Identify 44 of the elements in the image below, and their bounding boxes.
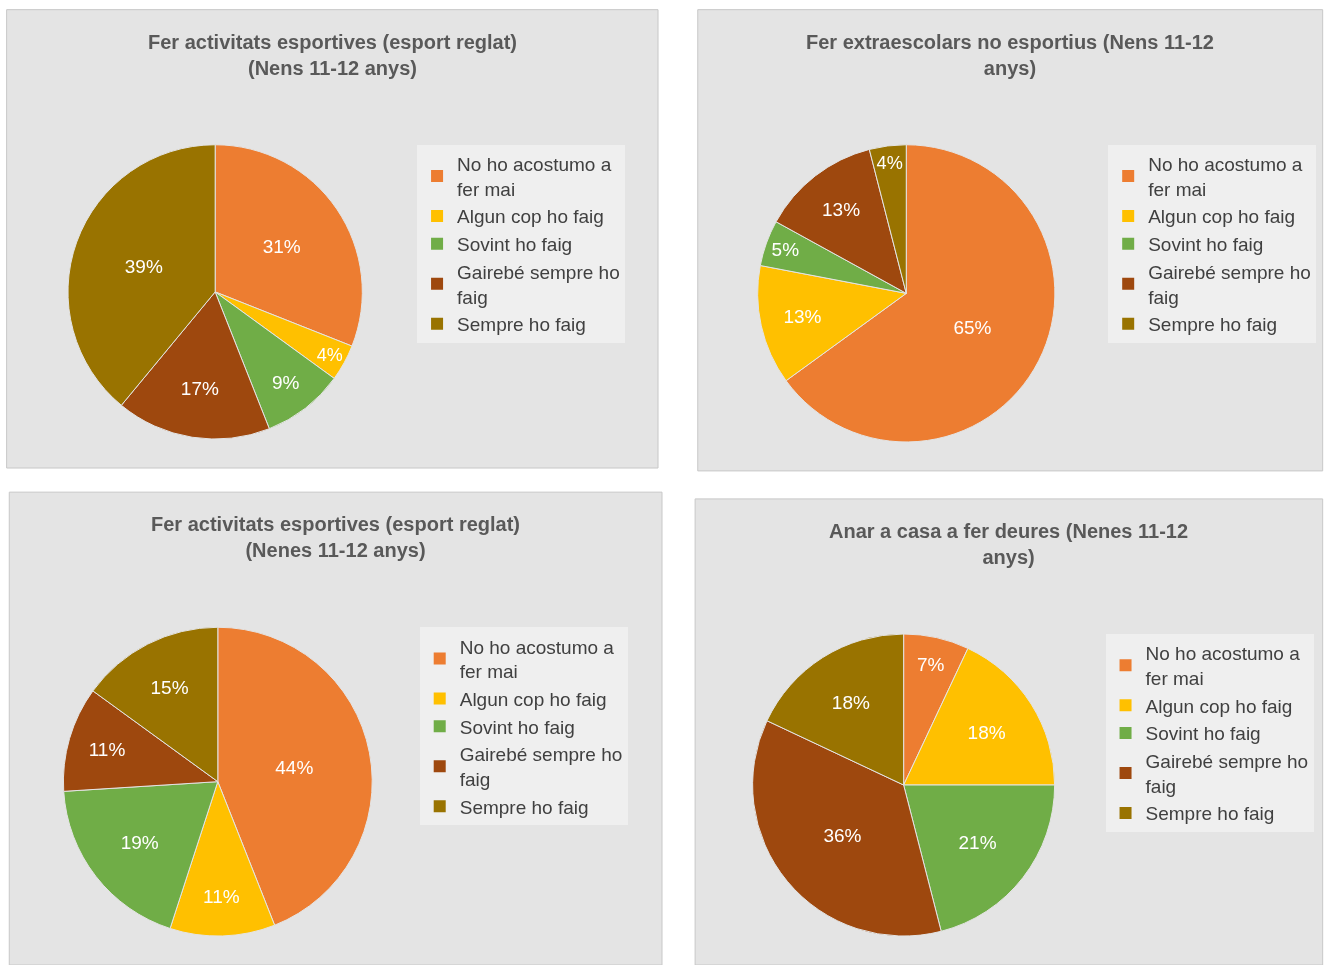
data-label: 18% [831, 691, 871, 713]
legend-label: Sempre ho faig [1145, 803, 1275, 825]
data-label: 19% [120, 831, 159, 853]
chart-title: Fer activitats esportives (esport reglat) (Nens 11-12 anys) [148, 31, 518, 79]
legend-label: Sovint ho faig [459, 716, 575, 738]
chart-title: Anar a casa a fer deures (Nenes 11-12 anys) [829, 520, 1189, 568]
data-label: 15% [150, 676, 189, 698]
data-label: 18% [967, 721, 1006, 743]
data-label: 4% [876, 152, 903, 173]
data-label: 17% [180, 377, 219, 399]
legend-label: Gairebé sempre ho faig [1145, 751, 1309, 797]
data-label: 65% [953, 316, 992, 338]
legend-label: No ho acostumo a fer mai [457, 154, 612, 200]
legend-label: Algun cop ho faig [459, 688, 607, 710]
legend-label: Algun cop ho faig [457, 206, 604, 228]
data-label: 11% [203, 886, 240, 908]
data-label: 36% [823, 825, 862, 847]
legend-label: Sempre ho faig [459, 796, 589, 818]
data-label: 13% [783, 306, 822, 328]
data-label: 7% [916, 653, 945, 675]
data-label: 13% [822, 198, 861, 220]
legend-label: Sovint ho faig [457, 234, 573, 256]
legend-label: Sovint ho faig [1148, 234, 1264, 256]
legend-label: Gairebé sempre ho faig [459, 744, 623, 791]
legend-label: Algun cop ho faig [1145, 695, 1293, 717]
legend-label: Gairebé sempre ho faig [457, 261, 620, 308]
legend-label: No ho acostumo a fer mai [1145, 643, 1301, 689]
chart-title: Fer activitats esportives (esport reglat) (Nenes 11-12 anys) [151, 513, 521, 561]
legend-label: Sempre ho faig [457, 314, 586, 336]
legend-label: Algun cop ho faig [1148, 206, 1296, 228]
data-label: 44% [275, 756, 314, 778]
data-label: 9% [271, 372, 300, 394]
legend-label: No ho acostumo a fer mai [459, 636, 615, 683]
legend-label: No ho acostumo a fer mai [1148, 154, 1303, 200]
data-label: 21% [958, 831, 997, 853]
legend-label: Gairebé sempre ho faig [1148, 261, 1311, 308]
data-label: 39% [124, 255, 163, 277]
data-label: 4% [316, 345, 343, 366]
data-label: 31% [262, 236, 301, 258]
data-label: 11% [88, 738, 126, 760]
legend-label: Sempre ho faig [1148, 314, 1278, 336]
data-label: 5% [771, 239, 800, 261]
legend-label: Sovint ho faig [1145, 723, 1261, 745]
chart-title: Fer extraescolars no esportius (Nens 11-12 anys) [806, 31, 1214, 79]
